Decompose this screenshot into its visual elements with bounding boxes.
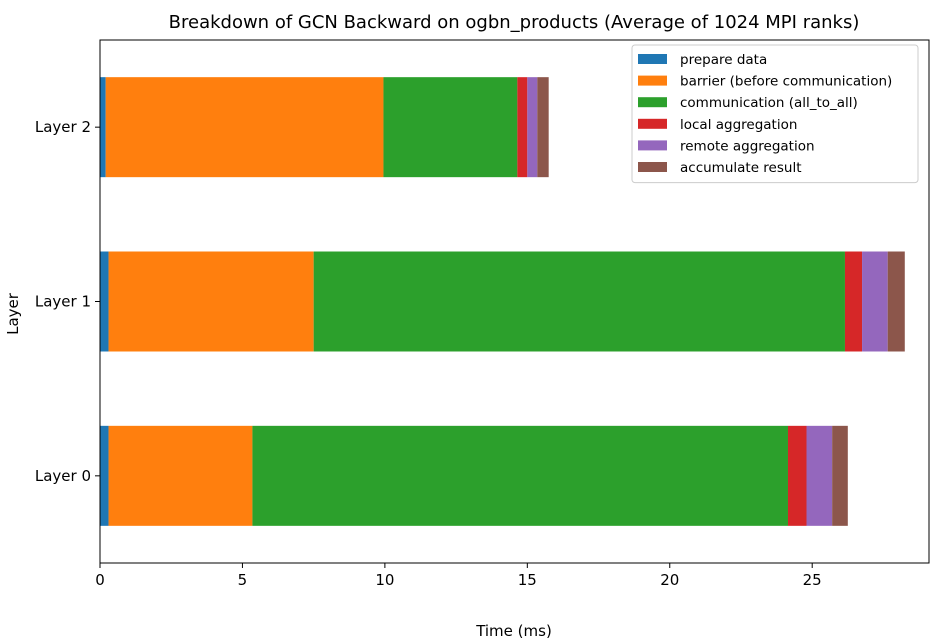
legend-label: prepare data: [680, 52, 767, 68]
x-tick-label: 20: [660, 571, 679, 589]
legend-box: [631, 44, 919, 184]
x-tick-label: 15: [518, 571, 537, 589]
legend-swatch: [638, 97, 667, 108]
legend-swatch: [638, 162, 667, 172]
bar-segment-2-layer-1: [313, 251, 845, 352]
bar-segment-1-layer-1: [108, 251, 314, 352]
x-axis-title: Time (ms): [475, 622, 552, 640]
y-category-label: Layer 1: [35, 293, 91, 311]
y-category-label: Layer 2: [35, 118, 91, 136]
bar-segment-3-layer-1: [844, 251, 863, 352]
bar-segment-5-layer-1: [887, 251, 905, 352]
x-tick-label: 5: [238, 571, 248, 589]
bar-segment-2-layer-2: [383, 77, 518, 178]
x-tick-label: 10: [375, 571, 394, 589]
legend-label: communication (all_to_all): [680, 95, 858, 111]
axis-ticks: 0 5 10 15 20 25 Layer 0 Layer 1 Layer 2: [35, 118, 822, 589]
x-tick-label: 0: [95, 571, 105, 589]
legend-label: remote aggregation: [680, 138, 815, 154]
bar-segment-1-layer-0: [108, 425, 253, 526]
bar-segment-4-layer-2: [527, 77, 538, 178]
legend-swatch: [638, 140, 667, 151]
x-tick-label: 25: [803, 571, 822, 589]
bar-segment-1-layer-2: [105, 77, 384, 178]
y-axis-title: Layer: [4, 292, 22, 335]
bar-segment-3-layer-2: [517, 77, 528, 178]
legend-label: barrier (before communication): [680, 74, 892, 90]
bar-segment-5-layer-2: [537, 77, 549, 178]
bar-segment-4-layer-1: [862, 251, 888, 352]
bar-segment-5-layer-0: [832, 425, 848, 526]
legend: prepare data barrier (before communicatio…: [631, 44, 919, 184]
legend-swatch: [638, 75, 667, 86]
y-category-label: Layer 0: [35, 467, 91, 485]
legend-label: accumulate result: [680, 160, 802, 176]
bar-segment-4-layer-0: [806, 425, 833, 526]
plot-area: [100, 77, 905, 526]
chart-title: Breakdown of GCN Backward on ogbn_produc…: [169, 12, 860, 33]
legend-swatch: [638, 118, 667, 129]
bar-segment-3-layer-0: [787, 425, 807, 526]
bar-segment-0-layer-1: [100, 251, 109, 352]
legend-swatch: [638, 54, 667, 64]
bar-segment-0-layer-0: [100, 425, 109, 526]
legend-label: local aggregation: [680, 117, 797, 133]
bar-segment-0-layer-2: [100, 77, 106, 178]
bar-segment-2-layer-0: [252, 425, 788, 526]
